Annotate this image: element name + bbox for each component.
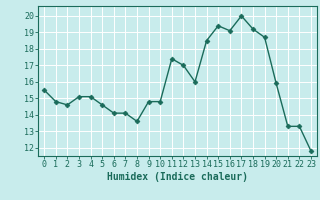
- X-axis label: Humidex (Indice chaleur): Humidex (Indice chaleur): [107, 172, 248, 182]
